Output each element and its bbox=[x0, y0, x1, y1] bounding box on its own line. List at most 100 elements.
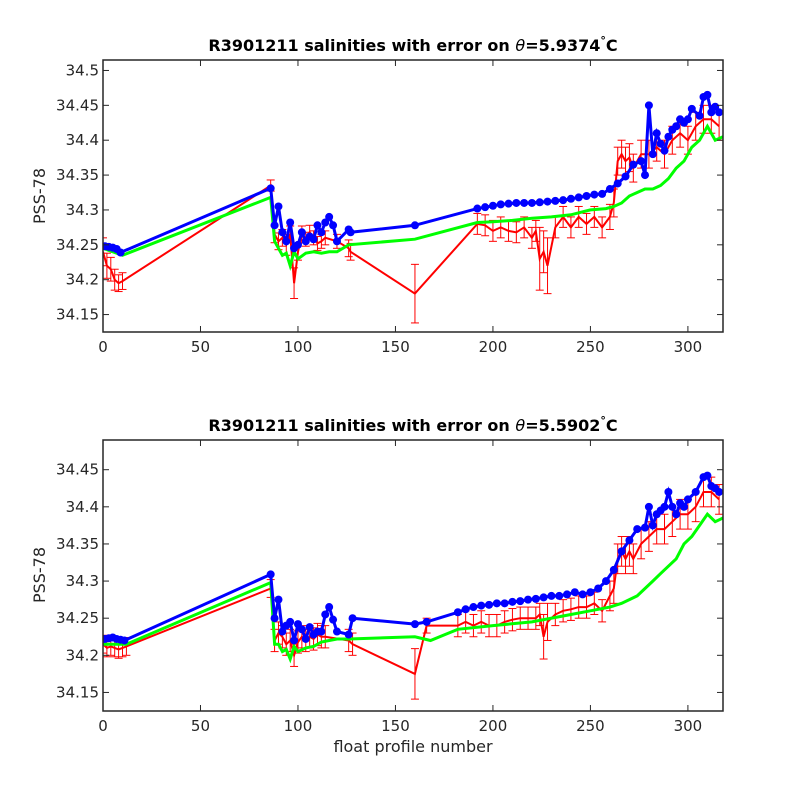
bottom-chart-measured-point bbox=[508, 597, 517, 606]
bottom-chart-measured-point bbox=[609, 565, 618, 574]
bottom-chart-title-theta: θ bbox=[515, 416, 525, 435]
top-chart-measured-point bbox=[598, 189, 607, 198]
top-chart-measured-point bbox=[481, 203, 490, 212]
bottom-chart-measured-point bbox=[664, 487, 673, 496]
bottom-chart-measured-point bbox=[703, 471, 712, 480]
bottom-chart-measured-point bbox=[680, 502, 689, 511]
top-chart-measured-point bbox=[116, 248, 125, 257]
bottom-chart-measured-point bbox=[563, 590, 572, 599]
top-chart-measured-point bbox=[325, 212, 334, 221]
top-chart-measured-point bbox=[332, 237, 341, 246]
bottom-chart-measured-point bbox=[648, 521, 657, 530]
bottom-chart-measured-point bbox=[329, 615, 338, 624]
bottom-chart-title-prefix: R3901211 salinities with error on bbox=[208, 416, 515, 435]
top-chart-y-tick-label: 34.45 bbox=[56, 96, 99, 114]
bottom-chart-measured-point bbox=[668, 502, 677, 511]
top-chart-x-tick-label: 300 bbox=[674, 338, 703, 356]
bottom-chart-measured-point bbox=[290, 636, 299, 645]
top-chart-measured-point bbox=[621, 172, 630, 181]
top-chart-measured-point bbox=[321, 218, 330, 227]
top-chart-axes-frame bbox=[102, 59, 724, 333]
bottom-chart-y-tick-label: 34.45 bbox=[56, 461, 99, 479]
top-chart-measured-point bbox=[473, 204, 482, 213]
bottom-chart-measured-point bbox=[332, 627, 341, 636]
bottom-chart-measured-point bbox=[305, 623, 314, 632]
bottom-chart-y-tick-label: 34.35 bbox=[56, 535, 99, 553]
top-chart-title: R3901211 salinities with error on θ=5.93… bbox=[208, 34, 617, 55]
top-chart-series-group bbox=[103, 90, 723, 324]
top-chart-measured-point bbox=[566, 194, 575, 203]
top-chart-measured-point bbox=[346, 228, 355, 237]
bottom-chart-measured-point bbox=[286, 617, 295, 626]
bottom-chart-x-tick-label: 0 bbox=[98, 717, 108, 735]
bottom-chart-axes-frame bbox=[102, 439, 724, 712]
bottom-chart-measured-point bbox=[500, 599, 509, 608]
top-chart-measured-point bbox=[656, 139, 665, 148]
bottom-chart-title-unit: C bbox=[606, 416, 618, 435]
top-chart-measured-point bbox=[274, 202, 283, 211]
top-chart-y-tick-label: 34.25 bbox=[56, 236, 99, 254]
top-chart-measured-point bbox=[652, 129, 661, 138]
top-chart-x-tick-label: 0 bbox=[98, 338, 108, 356]
x-axis-label: float profile number bbox=[333, 737, 493, 756]
bottom-chart-x-tick-label: 300 bbox=[674, 717, 703, 735]
top-chart-measured-point bbox=[278, 228, 287, 237]
top-chart-title-unit: C bbox=[606, 36, 618, 55]
top-chart-measured-point bbox=[605, 185, 614, 194]
top-chart-measured-point bbox=[672, 122, 681, 131]
top-chart-measured-point bbox=[559, 196, 568, 205]
bottom-chart-title: R3901211 salinities with error on θ=5.59… bbox=[208, 414, 617, 435]
top-chart-measured-point bbox=[266, 184, 275, 193]
top-chart-measured-point bbox=[488, 201, 497, 210]
bottom-chart-measured-point bbox=[602, 577, 611, 586]
top-chart-y-tick-label: 34.35 bbox=[56, 166, 99, 184]
bottom-chart-y-tick-label: 34.3 bbox=[66, 572, 99, 590]
bottom-chart-measured-point bbox=[485, 600, 494, 609]
top-chart-measured-point bbox=[574, 193, 583, 202]
bottom-chart-x-tick-label: 250 bbox=[576, 717, 605, 735]
top-chart-measured-point bbox=[695, 111, 704, 120]
bottom-chart-measured-point bbox=[492, 599, 501, 608]
bottom-chart-measured-point bbox=[301, 634, 310, 643]
bottom-chart-measured-point bbox=[586, 588, 595, 597]
top-chart-measured-point bbox=[703, 90, 712, 99]
top-chart-title-prefix: R3901211 salinities with error on bbox=[208, 36, 515, 55]
bottom-chart-measured-point bbox=[539, 593, 548, 602]
top-chart-measured-point bbox=[707, 108, 716, 117]
top-chart-measured-point bbox=[551, 196, 560, 205]
bottom-chart-measured-point bbox=[524, 595, 533, 604]
top-chart-measured-point bbox=[641, 171, 650, 180]
top-chart-y-tick-label: 34.15 bbox=[56, 306, 99, 324]
bottom-chart-measured-point bbox=[691, 487, 700, 496]
bottom-chart-measured-point bbox=[578, 590, 587, 599]
bottom-chart-measured-point bbox=[270, 614, 279, 623]
top-chart-measured-point bbox=[313, 221, 322, 230]
bottom-chart-measured-point bbox=[555, 591, 564, 600]
bottom-chart-x-tick-label: 50 bbox=[191, 717, 210, 735]
top-chart-panel: R3901211 salinities with error on θ=5.93… bbox=[30, 34, 724, 356]
top-chart-y-tick-label: 34.2 bbox=[66, 271, 99, 289]
top-chart-measured-point bbox=[637, 157, 646, 166]
top-chart-ylabel: PSS-78 bbox=[30, 168, 49, 224]
top-chart-measured-point bbox=[613, 179, 622, 188]
top-chart-measured-point bbox=[329, 221, 338, 230]
bottom-chart-measured-point bbox=[477, 601, 486, 610]
top-chart-measured-point bbox=[520, 198, 529, 207]
top-chart-measured-point bbox=[590, 190, 599, 199]
top-chart-y-tick-label: 34.3 bbox=[66, 201, 99, 219]
top-chart-title-theta: θ bbox=[515, 36, 525, 55]
bottom-chart-y-tick-label: 34.4 bbox=[66, 498, 99, 516]
bottom-chart-measured-point bbox=[317, 627, 326, 636]
top-chart-measured-point bbox=[512, 198, 521, 207]
top-chart-measured-point bbox=[410, 221, 419, 230]
bottom-chart-y-tick-label: 34.15 bbox=[56, 683, 99, 701]
bottom-chart-measured-point bbox=[531, 594, 540, 603]
bottom-chart-measured-point bbox=[453, 608, 462, 617]
bottom-chart-measured-point bbox=[278, 627, 287, 636]
bottom-chart-measured-point bbox=[344, 630, 353, 639]
top-chart-measured-point bbox=[504, 199, 513, 208]
top-chart-measured-point bbox=[535, 198, 544, 207]
bottom-chart-y-tick-label: 34.25 bbox=[56, 609, 99, 627]
top-chart-measured-point bbox=[543, 197, 552, 206]
bottom-chart-measured-point bbox=[683, 495, 692, 504]
